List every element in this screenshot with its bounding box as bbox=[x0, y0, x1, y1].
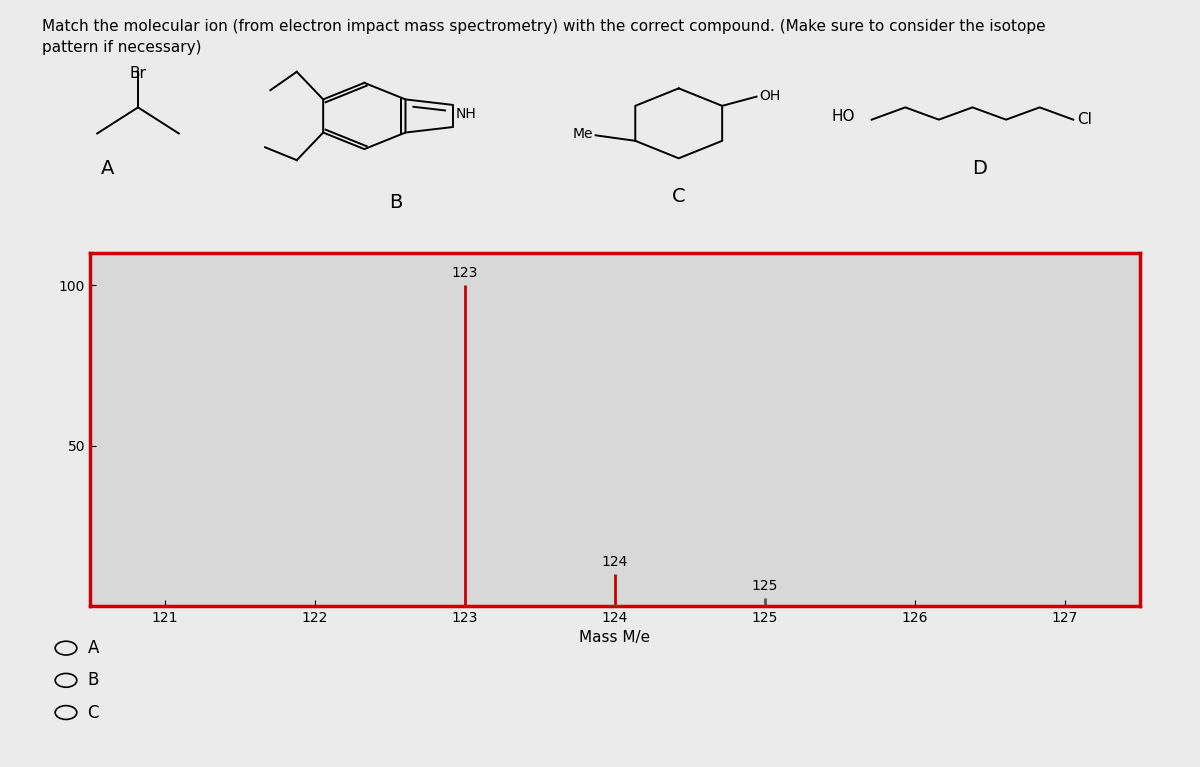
Text: A: A bbox=[88, 639, 98, 657]
Text: OH: OH bbox=[760, 89, 780, 103]
Text: pattern if necessary): pattern if necessary) bbox=[42, 40, 202, 55]
Text: 125: 125 bbox=[752, 579, 778, 593]
Text: Br: Br bbox=[130, 66, 146, 81]
Text: C: C bbox=[88, 703, 100, 722]
Text: 123: 123 bbox=[452, 266, 478, 281]
Text: C: C bbox=[672, 187, 685, 206]
Text: D: D bbox=[972, 160, 986, 178]
X-axis label: Mass M/e: Mass M/e bbox=[580, 630, 650, 645]
Text: B: B bbox=[389, 193, 403, 212]
Text: Match the molecular ion (from electron impact mass spectrometry) with the correc: Match the molecular ion (from electron i… bbox=[42, 19, 1045, 35]
Text: Cl: Cl bbox=[1076, 112, 1092, 127]
Text: Me: Me bbox=[572, 127, 593, 141]
Text: NH: NH bbox=[456, 107, 476, 121]
Text: HO: HO bbox=[832, 109, 854, 124]
Text: 124: 124 bbox=[602, 555, 628, 569]
Text: B: B bbox=[88, 671, 98, 690]
Text: A: A bbox=[101, 160, 114, 178]
